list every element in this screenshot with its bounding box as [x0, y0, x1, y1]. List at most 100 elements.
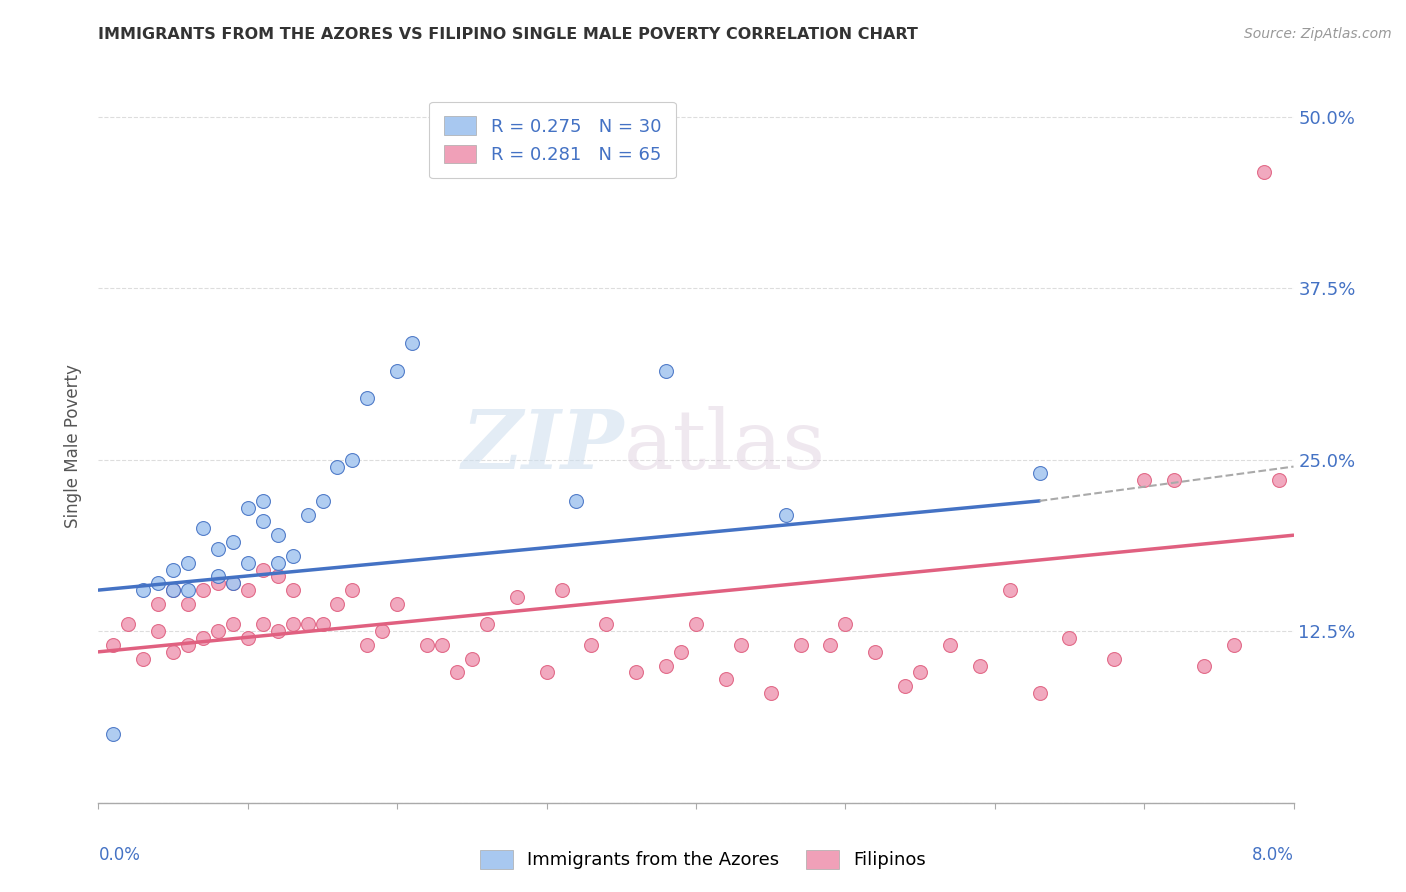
Point — [536, 665, 558, 680]
Point — [191, 583, 214, 598]
Point — [789, 638, 811, 652]
Point — [177, 556, 200, 570]
Point — [252, 515, 274, 529]
Point — [820, 638, 842, 652]
Point — [1028, 686, 1050, 700]
Point — [939, 638, 962, 652]
Point — [416, 638, 439, 652]
Point — [685, 617, 707, 632]
Point — [267, 556, 290, 570]
Point — [1267, 473, 1289, 487]
Point — [103, 638, 125, 652]
Point — [356, 391, 378, 405]
Point — [267, 528, 290, 542]
Point — [834, 617, 856, 632]
Point — [236, 500, 259, 515]
Point — [401, 336, 423, 351]
Point — [148, 597, 170, 611]
Point — [550, 583, 572, 598]
Point — [326, 459, 349, 474]
Point — [759, 686, 782, 700]
Point — [506, 590, 529, 604]
Point — [1253, 164, 1275, 178]
Point — [655, 363, 678, 377]
Point — [311, 617, 333, 632]
Point — [297, 617, 319, 632]
Point — [1028, 467, 1050, 481]
Point — [267, 624, 290, 639]
Point — [222, 535, 245, 549]
Text: Source: ZipAtlas.com: Source: ZipAtlas.com — [1244, 27, 1392, 41]
Point — [655, 658, 678, 673]
Legend: Immigrants from the Azores, Filipinos: Immigrants from the Azores, Filipinos — [471, 841, 935, 879]
Point — [281, 549, 304, 563]
Point — [177, 638, 200, 652]
Point — [311, 494, 333, 508]
Point — [103, 727, 125, 741]
Point — [132, 583, 155, 598]
Point — [624, 665, 647, 680]
Text: 0.0%: 0.0% — [98, 846, 141, 863]
Point — [863, 645, 886, 659]
Point — [894, 679, 917, 693]
Point — [252, 617, 274, 632]
Point — [222, 617, 245, 632]
Text: IMMIGRANTS FROM THE AZORES VS FILIPINO SINGLE MALE POVERTY CORRELATION CHART: IMMIGRANTS FROM THE AZORES VS FILIPINO S… — [98, 27, 918, 42]
Point — [162, 583, 184, 598]
Point — [191, 521, 214, 535]
Point — [207, 569, 229, 583]
Point — [162, 562, 184, 576]
Point — [236, 583, 259, 598]
Point — [998, 583, 1021, 598]
Point — [297, 508, 319, 522]
Point — [1222, 638, 1246, 652]
Point — [162, 583, 184, 598]
Point — [342, 452, 364, 467]
Text: atlas: atlas — [624, 406, 827, 486]
Point — [191, 631, 214, 645]
Point — [207, 624, 229, 639]
Point — [908, 665, 931, 680]
Point — [132, 651, 155, 665]
Point — [342, 583, 364, 598]
Legend: R = 0.275   N = 30, R = 0.281   N = 65: R = 0.275 N = 30, R = 0.281 N = 65 — [429, 102, 676, 178]
Point — [1133, 473, 1156, 487]
Point — [565, 494, 588, 508]
Point — [475, 617, 498, 632]
Point — [222, 576, 245, 591]
Text: 8.0%: 8.0% — [1251, 846, 1294, 863]
Point — [117, 617, 139, 632]
Point — [371, 624, 394, 639]
Point — [267, 569, 290, 583]
Point — [581, 638, 603, 652]
Point — [1163, 473, 1185, 487]
Point — [177, 583, 200, 598]
Point — [714, 673, 737, 687]
Point — [356, 638, 378, 652]
Point — [461, 651, 484, 665]
Point — [236, 556, 259, 570]
Point — [236, 631, 259, 645]
Point — [148, 576, 170, 591]
Point — [430, 638, 453, 652]
Point — [162, 645, 184, 659]
Point — [1192, 658, 1215, 673]
Point — [207, 576, 229, 591]
Point — [446, 665, 468, 680]
Point — [252, 562, 274, 576]
Point — [595, 617, 617, 632]
Point — [281, 583, 304, 598]
Point — [252, 494, 274, 508]
Point — [1102, 651, 1125, 665]
Y-axis label: Single Male Poverty: Single Male Poverty — [65, 364, 83, 528]
Text: ZIP: ZIP — [461, 406, 624, 486]
Point — [385, 363, 409, 377]
Point — [222, 576, 245, 591]
Point — [669, 645, 692, 659]
Point — [730, 638, 752, 652]
Point — [385, 597, 409, 611]
Point — [207, 541, 229, 556]
Point — [969, 658, 991, 673]
Point — [1059, 631, 1081, 645]
Point — [177, 597, 200, 611]
